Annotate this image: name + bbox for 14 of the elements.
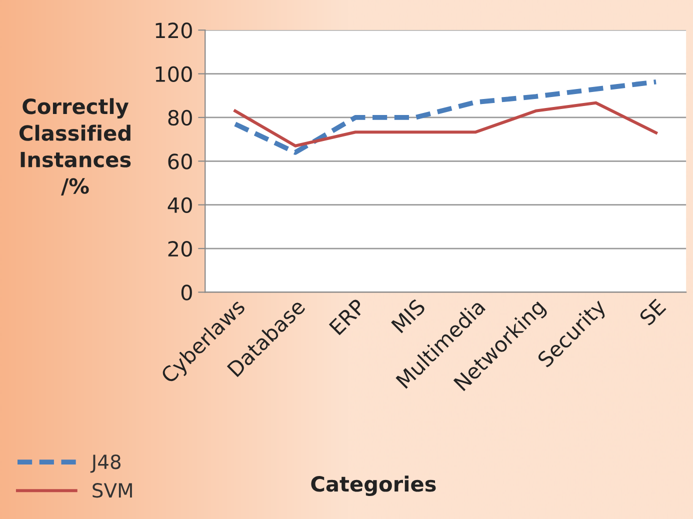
y-tick-label: 120	[156, 22, 192, 38]
x-tick-label: SE	[638, 298, 666, 326]
legend-label: J48	[90, 454, 121, 473]
y-tick-label: 0	[181, 284, 192, 300]
y-tick-label: 20	[168, 240, 192, 257]
y-tick-label: 60	[168, 154, 192, 170]
legend-label: SVM	[92, 483, 132, 498]
line-series	[232, 79, 658, 155]
y-tick-label: 80	[168, 110, 192, 126]
x-axis-title: Categories	[311, 476, 436, 496]
y-tick-label: 40	[168, 197, 192, 214]
line-series	[234, 101, 658, 148]
y-axis-title: Correctly Classified Instances /%	[19, 98, 131, 196]
y-tick-label: 100	[156, 66, 192, 82]
